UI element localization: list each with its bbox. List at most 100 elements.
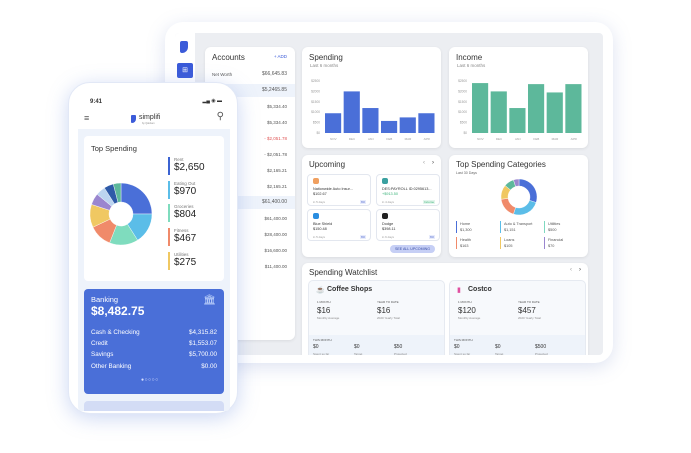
account-row[interactable]: $11,400.00 (205, 260, 295, 273)
account-row[interactable]: $28,400.00 (205, 228, 295, 241)
sidebar-item-dashboard[interactable]: ⊞ (177, 63, 193, 78)
payee-amount: $102.67 (313, 192, 327, 196)
x-tick-label: FEB (533, 137, 539, 141)
legend-label: Financial (548, 238, 564, 242)
legend-value: $275 (174, 256, 197, 268)
y-tick-label: $0 (463, 131, 467, 135)
bar (362, 108, 379, 133)
x-tick-label: DEC (496, 137, 503, 141)
type-badge: Bill (428, 235, 435, 239)
account-label: Net Worth (212, 72, 233, 77)
next-card-peek (84, 401, 224, 411)
payee-name: Nationwide Auto Insur... (313, 187, 353, 191)
target-value: $0 (495, 344, 501, 350)
account-value: - $2,051.78 (264, 136, 287, 141)
label: Monthly Average (317, 316, 340, 320)
dashboard-screen: ⊞ Accounts + ADD Net Worth$66,645.83ing$… (175, 33, 603, 355)
income-chart: $0 $500 $1000 $1500 $2000 $2500 NOV DEC JAN FEB MA… (458, 79, 582, 141)
bar (546, 92, 563, 133)
account-value: $28,400.00 (264, 232, 287, 237)
next-arrow-icon[interactable]: › (579, 267, 581, 273)
legend-label: Home (460, 222, 471, 226)
donut-segment (518, 179, 537, 203)
bar (565, 84, 582, 133)
upcoming-title: Upcoming (309, 160, 346, 169)
banking-card[interactable]: Banking $8,482.75 🏛︎ Cash & Checking $4,3… (84, 289, 224, 394)
menu-icon[interactable]: ≡ (84, 113, 90, 123)
legend-value: $2,650 (174, 162, 205, 173)
account-value: $5,334.40 (266, 120, 287, 125)
next-arrow-icon[interactable]: › (432, 160, 434, 166)
prev-arrow-icon[interactable]: ‹ (423, 160, 425, 166)
account-row[interactable]: $2,165.21 (205, 164, 295, 177)
bar (528, 84, 545, 133)
y-tick-label: $1000 (311, 110, 320, 114)
add-account-button[interactable]: + ADD (273, 54, 287, 59)
coffee-icon: ☕ (316, 287, 325, 294)
donut-segment (513, 200, 537, 215)
x-tick-label: APR (424, 137, 431, 141)
legend-value: $467 (174, 233, 197, 245)
projected-value: $50 (394, 344, 403, 350)
legend-label: Auto & Transport (504, 222, 533, 226)
target-value: $0 (354, 344, 360, 350)
y-tick-label: $2000 (311, 89, 320, 93)
x-tick-label: NOV (477, 137, 484, 141)
legend-label: Loans (504, 238, 515, 242)
label: 2020 Yearly Total (377, 316, 400, 320)
upcoming-item[interactable]: Blue Shield $150.48 in 5 days Bill (307, 209, 371, 241)
legend-value: $804 (174, 209, 197, 221)
label: YEAR TO DATE (377, 300, 399, 304)
legend-label: Groceries (174, 204, 194, 210)
watchlist-item[interactable]: ▮ Costco 1 MONTH $120 Monthly Average YE… (449, 280, 586, 355)
x-tick-label: MAR (405, 137, 413, 141)
upcoming-item[interactable]: Dodge $398.11 in 6 days Bill (376, 209, 440, 241)
upcoming-item[interactable]: DES:PAYROLL ID:0295613... +$913.50 in 4 da… (376, 174, 440, 206)
account-value: $61,400.00 (261, 199, 287, 205)
profile-icon[interactable]: ⚲ (216, 111, 224, 122)
see-all-upcoming-button[interactable]: SEE ALL UPCOMING (389, 245, 435, 253)
banking-row[interactable]: Cash & Checking $4,315.82 (91, 329, 217, 336)
carousel-dots[interactable]: ●○○○○ (141, 377, 159, 383)
due-text: in 6 days (382, 235, 395, 239)
bank-icon: 🏛︎ (203, 295, 216, 306)
account-row[interactable]: $5,334.40 (205, 100, 295, 113)
label: Projected (535, 352, 548, 355)
account-row[interactable]: $61,400.00 (205, 212, 295, 225)
top-spending-donut (90, 183, 152, 245)
account-row[interactable]: $16,600.00 (205, 244, 295, 257)
categories-donut (501, 179, 537, 215)
category-legend-item: Financial $70 (544, 237, 563, 249)
spending-legend-item: Rent $2,650 (168, 157, 205, 175)
top-spending-title: Top Spending (91, 144, 137, 153)
prev-arrow-icon[interactable]: ‹ (570, 267, 572, 273)
spending-legend-item: Eating Out $970 (168, 180, 196, 199)
account-value: $16,600.00 (264, 248, 287, 253)
phone-frame: 9:41 ▂▄ ◉ ▬ ≡ simplifi by Quicken ⚲ Top … (68, 82, 238, 414)
y-tick-label: $500 (460, 121, 467, 125)
watchlist-item[interactable]: ☕ Coffee Shops 1 MONTH $16 Monthly Avera… (308, 280, 445, 355)
x-tick-label: DEC (349, 137, 356, 141)
y-tick-label: $2500 (311, 79, 320, 83)
banking-row[interactable]: Other Banking $0.00 (91, 363, 217, 370)
bar (325, 113, 342, 133)
type-badge: Bill (359, 200, 366, 204)
banking-label: Cash & Checking (91, 329, 140, 336)
account-value: $5,2465.85 (261, 87, 287, 93)
label: 2020 Yearly Total (518, 316, 541, 320)
account-row[interactable]: - $2,051.78 (205, 132, 295, 145)
x-tick-label: FEB (386, 137, 392, 141)
status-icons: ▂▄ ◉ ▬ (202, 98, 222, 104)
top-spending-card: Top Spending Rent $2,650 Eating Out $970 Gro… (84, 136, 224, 281)
payee-amount: $150.48 (313, 227, 327, 231)
banking-row[interactable]: Savings $5,700.00 (91, 351, 217, 358)
account-value: $66,645.83 (261, 71, 287, 77)
account-row[interactable]: Net Worth $66,645.83 (205, 68, 295, 81)
account-value: $2,165.21 (266, 184, 287, 189)
y-tick-label: $0 (316, 131, 320, 135)
banking-row[interactable]: Credit $1,553.07 (91, 340, 217, 347)
banking-label: Credit (91, 340, 108, 348)
ytd-value: $16 (377, 306, 391, 315)
banking-value: $4,315.82 (188, 329, 217, 336)
upcoming-item[interactable]: Nationwide Auto Insur... $102.67 in 5 days… (307, 174, 371, 206)
